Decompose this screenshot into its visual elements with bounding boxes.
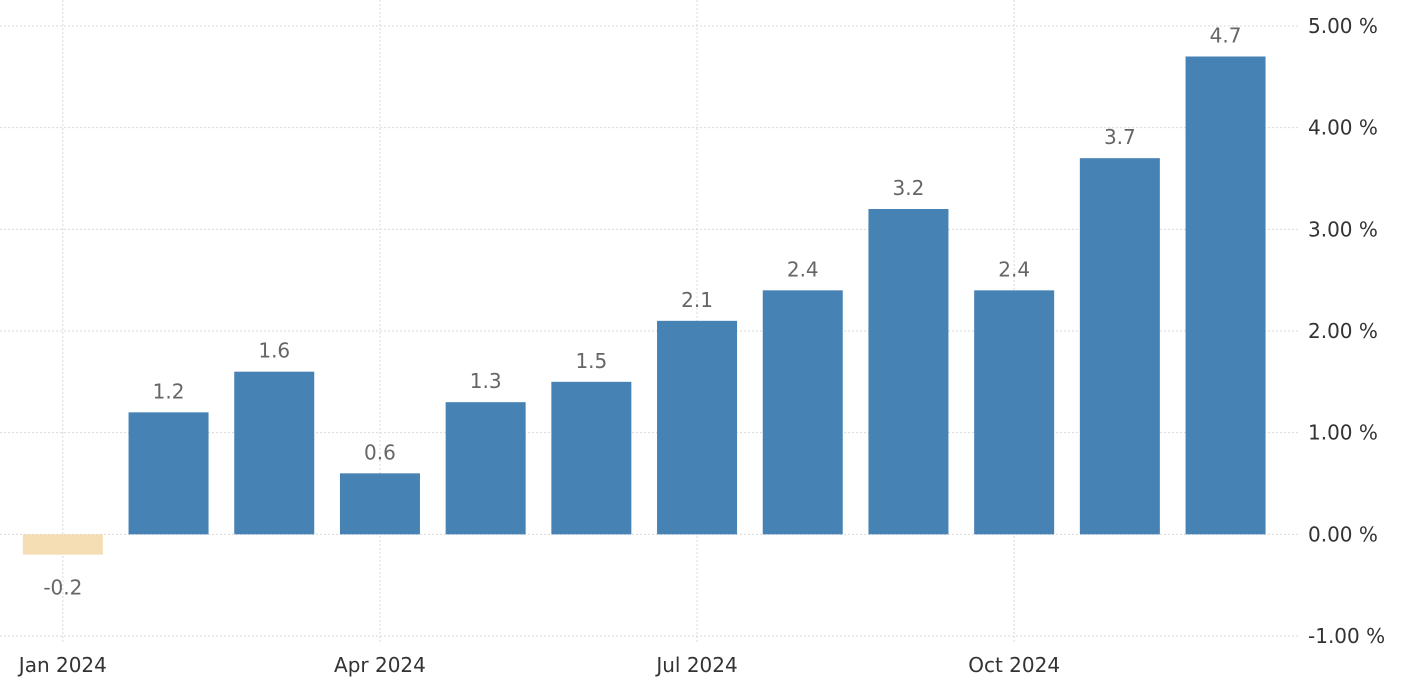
data-label: 3.7	[1104, 125, 1136, 149]
data-label: 1.2	[153, 379, 185, 403]
x-tick-label: Jan 2024	[17, 653, 107, 677]
bar-dec-2024	[1185, 56, 1266, 535]
bar-jan-2024	[22, 534, 103, 555]
x-tick-label: Jul 2024	[654, 653, 737, 677]
bar-apr-2024	[339, 473, 420, 535]
data-label: 3.2	[893, 176, 925, 200]
data-label: 0.6	[364, 440, 396, 464]
y-tick-label: -1.00 %	[1308, 624, 1385, 648]
y-axis: 5.00 % 4.00 % 3.00 % 2.00 % 1.00 % 0.00 % -1.0…	[1308, 14, 1385, 648]
x-tick-label: Oct 2024	[968, 653, 1060, 677]
x-axis: Jan 2024 Apr 2024 Jul 2024 Oct 2024	[17, 653, 1060, 677]
data-label: 1.6	[258, 339, 290, 363]
x-tick-label: Apr 2024	[334, 653, 426, 677]
bar-sep-2024	[868, 209, 949, 535]
y-tick-label: 2.00 %	[1308, 319, 1378, 343]
bar-mar-2024	[234, 371, 315, 535]
data-label: -0.2	[43, 576, 82, 600]
chart-bars	[22, 56, 1266, 555]
data-label: 1.5	[575, 349, 607, 373]
y-tick-label: 5.00 %	[1308, 14, 1378, 38]
data-label: 4.7	[1210, 24, 1242, 48]
data-label: 2.4	[787, 257, 819, 281]
bar-feb-2024	[128, 412, 209, 535]
bar-jul-2024	[657, 320, 738, 535]
bar-may-2024	[445, 402, 526, 535]
data-label: 2.4	[998, 257, 1030, 281]
data-label: 1.3	[470, 369, 502, 393]
bar-oct-2024	[974, 290, 1055, 535]
y-tick-label: 1.00 %	[1308, 421, 1378, 445]
bar-jun-2024	[551, 381, 632, 535]
bar-aug-2024	[762, 290, 843, 535]
y-tick-label: 3.00 %	[1308, 217, 1378, 241]
y-tick-label: 4.00 %	[1308, 116, 1378, 140]
data-label: 2.1	[681, 288, 713, 312]
y-tick-label: 0.00 %	[1308, 522, 1378, 546]
chart-data-labels: -0.2 1.2 1.6 0.6 1.3 1.5 2.1 2.4 3.2 2.4 3.7 4.7	[43, 24, 1241, 600]
bar-nov-2024	[1079, 158, 1160, 535]
